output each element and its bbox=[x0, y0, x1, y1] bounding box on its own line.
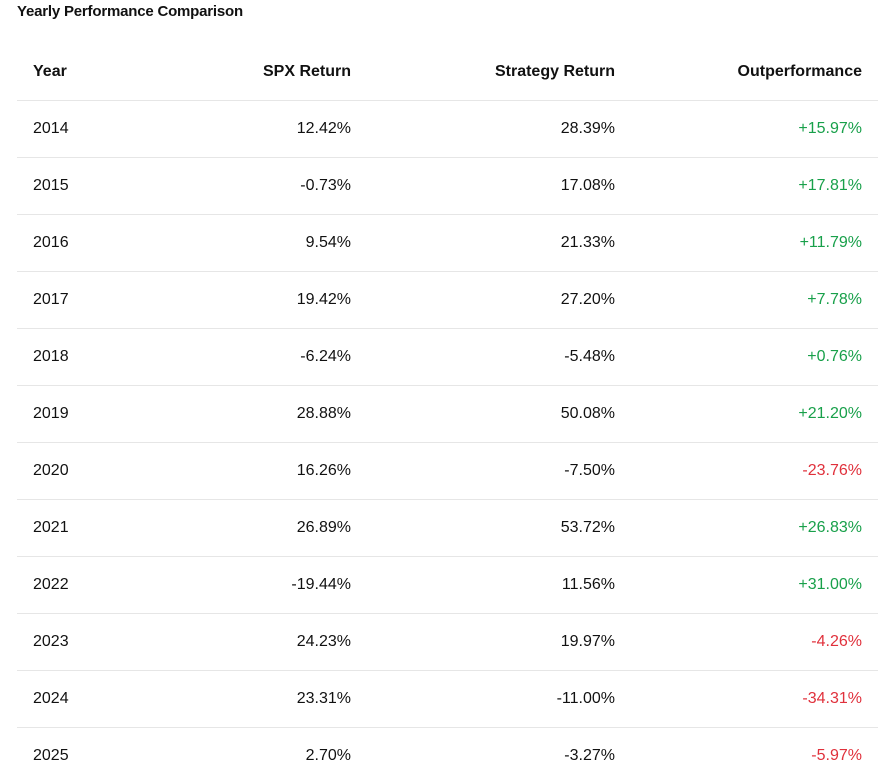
table-row: 2015 -0.73% 17.08% +17.81% bbox=[17, 157, 878, 215]
cell-year: 2022 bbox=[17, 556, 141, 614]
table-row: 2024 23.31% -11.00% -34.31% bbox=[17, 670, 878, 728]
cell-year: 2019 bbox=[17, 385, 141, 443]
cell-strategy-return: -7.50% bbox=[367, 442, 631, 500]
column-header-spx-return: SPX Return bbox=[141, 43, 367, 101]
cell-outperformance: +17.81% bbox=[631, 157, 878, 215]
table-header: Year SPX Return Strategy Return Outperfo… bbox=[17, 43, 878, 101]
column-header-outperformance: Outperformance bbox=[631, 43, 878, 101]
table-row: 2016 9.54% 21.33% +11.79% bbox=[17, 214, 878, 272]
cell-strategy-return: 19.97% bbox=[367, 613, 631, 671]
cell-outperformance: +11.79% bbox=[631, 214, 878, 272]
cell-spx-return: -19.44% bbox=[141, 556, 367, 614]
cell-spx-return: 2.70% bbox=[305, 747, 351, 764]
cell-strategy-return: -11.00% bbox=[367, 670, 631, 728]
cell-outperformance: -34.31% bbox=[631, 670, 878, 728]
column-header-strategy-return: Strategy Return bbox=[367, 43, 631, 101]
performance-table: Year SPX Return Strategy Return Outperfo… bbox=[17, 43, 878, 784]
cell-spx-return: 28.88% bbox=[141, 385, 367, 443]
table-row: 2017 19.42% 27.20% +7.78% bbox=[17, 271, 878, 329]
cell-spx-return: 19.42% bbox=[141, 271, 367, 329]
cell-spx-return: -0.73% bbox=[141, 157, 367, 215]
table-row: 2018 -6.24% -5.48% +0.76% bbox=[17, 328, 878, 386]
column-header-year: Year bbox=[17, 43, 141, 101]
table-header-row: Year SPX Return Strategy Return Outperfo… bbox=[17, 43, 878, 101]
cell-year: 2017 bbox=[17, 271, 141, 329]
cell-year: 2020 bbox=[17, 442, 141, 500]
table-row: 2022 -19.44% 11.56% +31.00% bbox=[17, 556, 878, 614]
cell-year: 2025 bbox=[33, 747, 69, 764]
cell-spx-return: 16.26% bbox=[141, 442, 367, 500]
cell-outperformance: +7.78% bbox=[631, 271, 878, 329]
cell-spx-return: 23.31% bbox=[141, 670, 367, 728]
cell-strategy-return: 50.08% bbox=[367, 385, 631, 443]
cell-outperformance: +21.20% bbox=[631, 385, 878, 443]
cell-spx-return: 12.42% bbox=[141, 100, 367, 158]
cell-strategy-return: 53.72% bbox=[367, 499, 631, 557]
cell-year: 2024 bbox=[17, 670, 141, 728]
cell-strategy-return: -5.48% bbox=[367, 328, 631, 386]
cell-outperformance: -23.76% bbox=[631, 442, 878, 500]
cell-year: 2018 bbox=[17, 328, 141, 386]
cell-year: 2023 bbox=[17, 613, 141, 671]
cell-outperformance: -5.97% bbox=[811, 747, 862, 764]
cell-outperformance: +26.83% bbox=[631, 499, 878, 557]
cell-outperformance: +15.97% bbox=[631, 100, 878, 158]
cell-strategy-return: 28.39% bbox=[367, 100, 631, 158]
table-row: 2021 26.89% 53.72% +26.83% bbox=[17, 499, 878, 557]
cell-year: 2021 bbox=[17, 499, 141, 557]
table-row: 2025 2.70% -3.27% -5.97% bbox=[17, 728, 878, 784]
cell-outperformance: +31.00% bbox=[631, 556, 878, 614]
cell-strategy-return: 11.56% bbox=[367, 556, 631, 614]
cell-strategy-return: -3.27% bbox=[564, 747, 615, 764]
cell-outperformance: +0.76% bbox=[631, 328, 878, 386]
table-body: 2014 12.42% 28.39% +15.97% 2015 -0.73% 17.08% +… bbox=[17, 100, 878, 784]
cell-strategy-return: 21.33% bbox=[367, 214, 631, 272]
cell-year: 2014 bbox=[17, 100, 141, 158]
cell-strategy-return: 27.20% bbox=[367, 271, 631, 329]
cell-outperformance: -4.26% bbox=[631, 613, 878, 671]
table-row: 2019 28.88% 50.08% +21.20% bbox=[17, 385, 878, 443]
cell-year: 2016 bbox=[17, 214, 141, 272]
page-title: Yearly Performance Comparison bbox=[17, 3, 243, 20]
cell-year: 2015 bbox=[17, 157, 141, 215]
table-row: 2014 12.42% 28.39% +15.97% bbox=[17, 100, 878, 158]
table-row: 2020 16.26% -7.50% -23.76% bbox=[17, 442, 878, 500]
cell-spx-return: 26.89% bbox=[141, 499, 367, 557]
table-row: 2023 24.23% 19.97% -4.26% bbox=[17, 613, 878, 671]
cell-spx-return: -6.24% bbox=[141, 328, 367, 386]
cell-strategy-return: 17.08% bbox=[367, 157, 631, 215]
cell-spx-return: 24.23% bbox=[141, 613, 367, 671]
cell-spx-return: 9.54% bbox=[141, 214, 367, 272]
